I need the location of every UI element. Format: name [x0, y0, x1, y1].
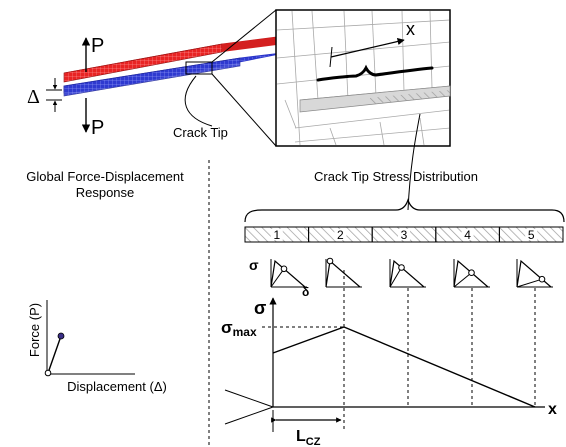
element-number-2: 2: [337, 228, 344, 242]
stress-axis-label: σ: [254, 298, 266, 318]
damage-point-4: [468, 269, 475, 277]
lcz-label: LCZ: [296, 428, 321, 447]
load-label-top: P: [91, 35, 104, 57]
right-title: Crack Tip Stress Distribution: [314, 169, 478, 184]
traction-sigma-label: σ: [249, 257, 259, 273]
cohesive-element-3: 3: [371, 226, 437, 243]
zoom-axis-arrow: [330, 37, 405, 58]
fd-response-line: [47, 335, 62, 374]
cohesive-element-4: 4: [435, 226, 500, 243]
traction-icons: [270, 257, 553, 288]
damage-point-5: [538, 275, 546, 283]
traction-icon-1: [270, 259, 307, 288]
zoom-brace: [316, 64, 434, 82]
dcb-specimen: P P Δ Crack Tip: [27, 9, 293, 147]
distribution-brace: [244, 198, 565, 223]
zoom-axis-label: x: [406, 19, 415, 39]
cohesive-element-5: 5: [498, 226, 564, 243]
zoom-line-bottom: [211, 73, 277, 147]
cohesive-element-strip: 1 2 3 4 5: [244, 226, 564, 243]
damage-point-2: [326, 257, 334, 265]
opening-dimension: [46, 78, 62, 112]
traction-icon-3: [389, 259, 426, 288]
lower-arm: [63, 51, 291, 97]
traction-icon-2: [325, 257, 362, 288]
traction-icon-4: [453, 259, 490, 288]
zoom-line-top: [211, 9, 277, 63]
crack-face-lower: [224, 406, 274, 425]
opening-label: Δ: [27, 86, 40, 108]
fd-origin-point: [44, 369, 52, 377]
crack-tip-leader: [184, 75, 213, 127]
zoom-connector: [407, 113, 421, 211]
element-number-5: 5: [528, 228, 535, 242]
fd-x-label: Displacement (Δ): [67, 379, 167, 394]
element-number-3: 3: [401, 228, 408, 242]
fd-y-label: Force (P): [27, 303, 42, 357]
left-panel: Global Force-Displacement Response Force…: [26, 169, 184, 394]
damage-point-1: [280, 265, 288, 273]
traction-delta-label: δ: [302, 285, 309, 299]
left-title-line2: Response: [76, 185, 135, 200]
x-axis-label: x: [548, 401, 557, 418]
damage-point-3: [398, 264, 405, 271]
left-title-line1: Global Force-Displacement: [26, 169, 184, 184]
cohesive-zone-hatch: [370, 90, 450, 104]
stress-profile: [272, 326, 536, 408]
fd-current-point: [57, 332, 65, 340]
zoom-inset: x: [275, 9, 451, 147]
element-number-4: 4: [464, 228, 471, 242]
crack-tip-label: Crack Tip: [173, 125, 228, 140]
crack-face-upper: [224, 389, 274, 408]
crack-tip-box: [185, 61, 213, 75]
traction-icon-5: [516, 259, 553, 288]
cohesive-element-2: 2: [308, 226, 373, 243]
element-number-1: 1: [273, 228, 280, 242]
load-label-bottom: P: [91, 117, 104, 139]
cohesive-element-1: 1: [244, 226, 310, 243]
sigma-max-label: σmax: [221, 318, 257, 339]
